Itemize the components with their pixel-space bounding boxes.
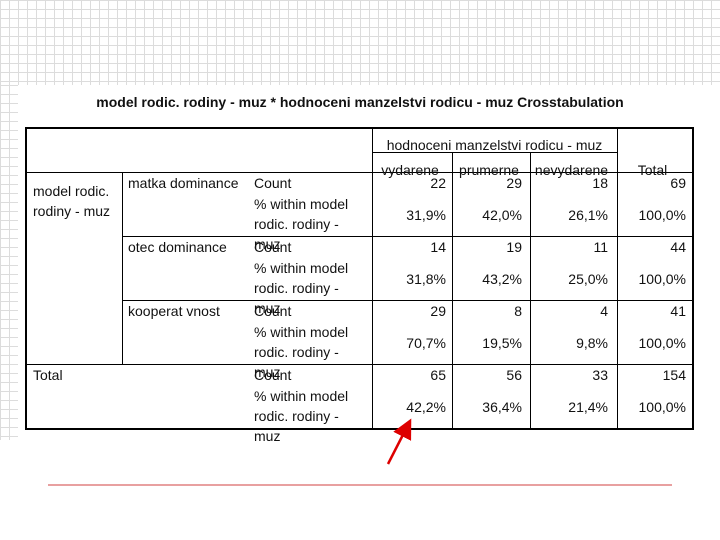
table-image bbox=[18, 85, 705, 440]
table-rule bbox=[25, 127, 27, 428]
cell-value: 29 bbox=[430, 303, 446, 319]
cell-value: 42,0% bbox=[482, 207, 522, 223]
table-rule bbox=[122, 236, 692, 237]
cell-value: 154 bbox=[662, 367, 686, 383]
table-rule bbox=[372, 127, 373, 428]
cell-value: 8 bbox=[514, 303, 522, 319]
cell-value: 36,4% bbox=[482, 399, 522, 415]
background-grid bbox=[0, 85, 18, 440]
cell-value: 14 bbox=[430, 239, 446, 255]
cell-value: 70,7% bbox=[406, 335, 446, 351]
cell-value: 19 bbox=[506, 239, 522, 255]
cell-value: 44 bbox=[670, 239, 686, 255]
column-label: nevydarene bbox=[534, 162, 609, 178]
cell-value: 65 bbox=[430, 367, 446, 383]
cell-value: 18 bbox=[592, 175, 608, 191]
group-label: Total bbox=[33, 367, 63, 383]
statistic-label: % within model rodic. rodiny - muz bbox=[254, 260, 349, 316]
column-label: Total bbox=[637, 162, 668, 178]
group-label: matka dominance bbox=[128, 175, 239, 191]
column-label: prumerne bbox=[459, 162, 519, 178]
row-header: model rodic. rodiny - muz bbox=[33, 183, 111, 219]
cell-value: 31,8% bbox=[406, 271, 446, 287]
table-rule bbox=[25, 172, 692, 173]
table-rule bbox=[122, 300, 692, 301]
cell-value: 26,1% bbox=[568, 207, 608, 223]
cell-value: 25,0% bbox=[568, 271, 608, 287]
column-label: vydarene bbox=[381, 162, 439, 178]
table-rule bbox=[25, 127, 692, 129]
cell-value: 100,0% bbox=[638, 335, 686, 351]
table-rule bbox=[452, 152, 453, 428]
statistic-label: Count bbox=[254, 239, 292, 255]
table-rule bbox=[530, 152, 531, 428]
statistic-label: Count bbox=[254, 175, 292, 191]
cell-value: 100,0% bbox=[638, 399, 686, 415]
cell-value: 11 bbox=[593, 239, 608, 255]
cell-value: 22 bbox=[430, 175, 446, 191]
table-rule bbox=[122, 172, 123, 364]
cell-value: 56 bbox=[506, 367, 522, 383]
background-grid bbox=[0, 0, 720, 85]
cell-value: 33 bbox=[592, 367, 608, 383]
statistic-label: Count bbox=[254, 367, 292, 383]
cell-value: 9,8% bbox=[576, 335, 608, 351]
table-rule bbox=[692, 127, 694, 428]
cell-value: 100,0% bbox=[638, 271, 686, 287]
table-title: model rodic. rodiny - muz * hodnoceni ma… bbox=[96, 94, 624, 110]
column-header: hodnoceni manzelstvi rodicu - muz bbox=[386, 137, 603, 153]
group-label: otec dominance bbox=[128, 239, 227, 255]
cell-value: 29 bbox=[506, 175, 522, 191]
table-rule bbox=[617, 127, 618, 428]
cell-value: 100,0% bbox=[638, 207, 686, 223]
cell-value: 19,5% bbox=[482, 335, 522, 351]
cell-value: 43,2% bbox=[482, 271, 522, 287]
cell-value: 4 bbox=[600, 303, 608, 319]
table-rule bbox=[25, 428, 694, 430]
table-rule bbox=[25, 364, 692, 365]
cell-value: 42,2% bbox=[406, 399, 446, 415]
group-label: kooperat vnost bbox=[128, 303, 220, 319]
cell-value: 69 bbox=[670, 175, 686, 191]
cell-value: 41 bbox=[670, 303, 686, 319]
table-rule bbox=[372, 152, 617, 153]
cell-value: 21,4% bbox=[568, 399, 608, 415]
statistic-label: % within model rodic. rodiny - muz bbox=[254, 196, 349, 252]
statistic-label: Count bbox=[254, 303, 292, 319]
cell-value: 31,9% bbox=[406, 207, 446, 223]
statistic-label: % within model rodic. rodiny - muz bbox=[254, 324, 349, 380]
statistic-label: % within model rodic. rodiny - muz bbox=[254, 388, 349, 444]
